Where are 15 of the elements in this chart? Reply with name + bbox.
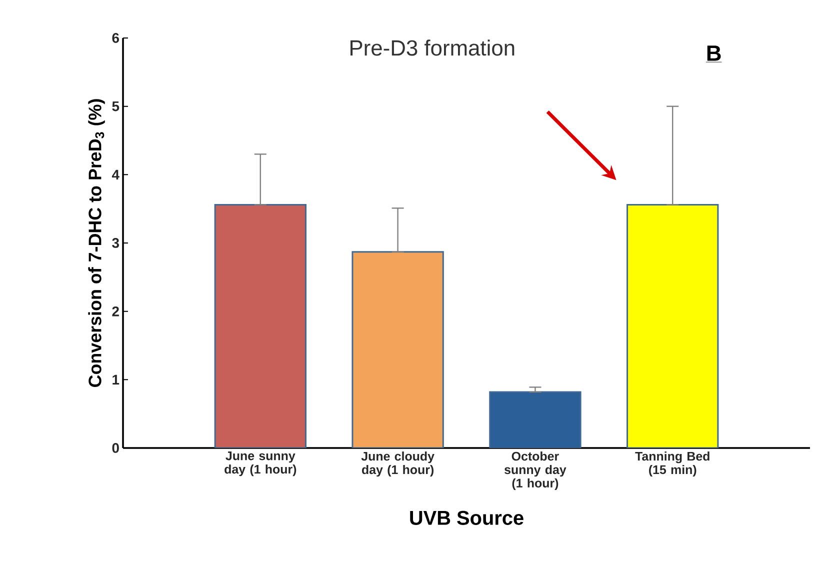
annotation: B — [707, 46, 721, 61]
x-axis-title: UVB Source — [410, 510, 524, 525]
y-tick-label: 6 — [112, 33, 119, 43]
y-tick-label: 0 — [112, 443, 119, 453]
chart-title: Pre-D3 formation — [350, 40, 514, 56]
y-tick-label: 2 — [112, 306, 119, 316]
x-tick-label: June cloudy day (1 hour) — [361, 451, 434, 477]
x-tick-label: Tanning Bed (15 min) — [635, 451, 710, 477]
y-tick-label: 5 — [112, 101, 120, 112]
y-tick-label: 1 — [112, 374, 120, 384]
y-axis-title: Conversion of 7-DHC to PreD$_{3}$ (%) — [88, 99, 105, 387]
x-tick-label: October sunny day (1 hour) — [504, 451, 566, 490]
y-tick-label: 3 — [112, 238, 119, 248]
x-tick-label: June sunny day (1 hour) — [224, 452, 296, 476]
y-tick-label: 4 — [112, 170, 120, 180]
